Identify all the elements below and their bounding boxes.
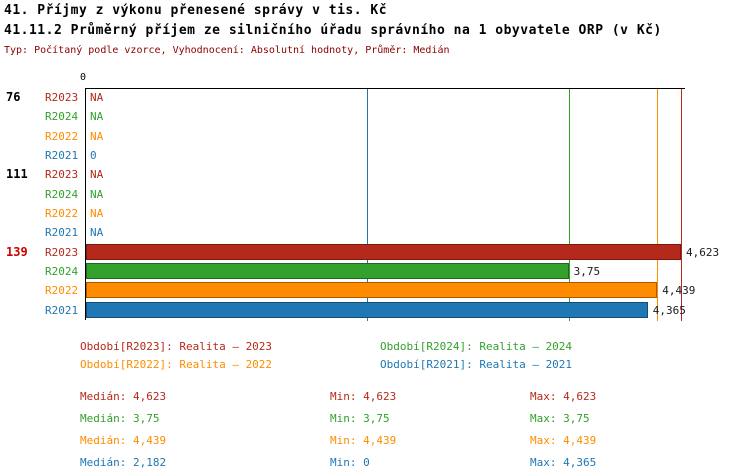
- stat-median-r2023: Medián: 4,623: [80, 390, 167, 403]
- series-label-r2023: R2023: [45, 91, 79, 104]
- chart-row-139-r2021: R2021 4,365: [0, 301, 750, 320]
- missing-value-label: NA: [90, 91, 104, 104]
- stat-max-r2021: Max: 4,365: [530, 456, 597, 469]
- stat-max-r2022: Max: 4,439: [530, 434, 597, 447]
- group-label-139: 139: [6, 244, 28, 259]
- median-line-r2021: [366, 89, 368, 321]
- stat-max-r2023: Max: 4,623: [530, 390, 597, 403]
- median-line-r2022: [657, 89, 659, 321]
- chart-meta-line: Typ: Počítaný podle vzorce, Vyhodnocení:…: [4, 45, 450, 56]
- bar-value-label: 3,75: [573, 265, 601, 278]
- bar-value-label: 4,623: [685, 245, 720, 259]
- chart-legend: Období[R2023]: Realita – 2023 Období[R202…: [0, 340, 750, 376]
- bar-r2024: [86, 263, 569, 279]
- bar-value-label: 4,365: [652, 303, 686, 317]
- stat-min-r2023: Min: 4,623: [330, 390, 397, 403]
- series-label-r2021: R2021: [45, 226, 79, 240]
- legend-item-r2022: Období[R2022]: Realita – 2022: [80, 358, 273, 371]
- plot-area: [85, 88, 685, 321]
- stat-median-r2022: Medián: 4,439: [80, 434, 167, 447]
- chart-row-111-r2024: R2024 NA: [0, 185, 750, 204]
- median-line-r2023: [680, 89, 682, 321]
- stat-min-r2022: Min: 4,439: [330, 434, 397, 447]
- chart-row-76-r2023: 76 R2023 NA: [0, 88, 750, 107]
- chart-row-111-r2023: 111 R2023 NA: [0, 165, 750, 184]
- chart-title: 41.11.2 Průměrný příjem ze silničního úř…: [4, 23, 662, 38]
- series-label-r2024: R2024: [45, 110, 79, 124]
- legend-item-r2023: Období[R2023]: Realita – 2023: [80, 340, 273, 353]
- group-label-76: 76: [6, 90, 21, 104]
- legend-item-r2021: Období[R2021]: Realita – 2021: [380, 358, 573, 371]
- chart-row-76-r2024: R2024 NA: [0, 107, 750, 126]
- missing-value-label: NA: [90, 129, 104, 143]
- chart-row-111-r2022: R2022 NA: [0, 204, 750, 223]
- missing-value-label: NA: [90, 187, 104, 201]
- missing-value-label: NA: [90, 207, 104, 220]
- stat-max-r2024: Max: 3,75: [530, 412, 590, 425]
- chart-row-76-r2022: R2022 NA: [0, 127, 750, 146]
- chart-row-111-r2021: R2021 NA: [0, 223, 750, 242]
- stat-median-r2024: Medián: 3,75: [80, 412, 160, 425]
- stat-min-r2021: Min: 0: [330, 456, 370, 469]
- chart-stats: Medián: 4,623 Min: 4,623 Max: 4,623 Medián:…: [0, 390, 750, 476]
- series-label-r2021: R2021: [45, 303, 79, 317]
- series-label-r2024: R2024: [45, 187, 79, 201]
- chart-row-139-r2024: R2024 3,75: [0, 262, 750, 281]
- stat-median-r2021: Medián: 2,182: [80, 456, 167, 469]
- bar-r2023: [86, 243, 681, 260]
- missing-value-label: NA: [90, 226, 104, 240]
- bar-r2022: [86, 282, 658, 299]
- legend-item-r2024: Období[R2024]: Realita – 2024: [380, 340, 573, 353]
- missing-value-label: NA: [90, 168, 104, 182]
- bar-r2021: [86, 301, 648, 318]
- chart-row-76-r2021: R2021 0: [0, 146, 750, 165]
- series-label-r2021: R2021: [45, 149, 79, 162]
- chart-row-139-r2023: 139 R2023 4,623: [0, 243, 750, 262]
- missing-value-label: NA: [90, 110, 104, 124]
- group-label-111: 111: [6, 167, 28, 182]
- bar-value-label: 4,439: [662, 284, 696, 298]
- series-label-r2023: R2023: [45, 168, 79, 182]
- x-axis-zero-label: 0: [80, 72, 87, 83]
- chart-row-139-r2022: R2022 4,439: [0, 281, 750, 300]
- stat-min-r2024: Min: 3,75: [330, 412, 390, 425]
- series-label-r2023: R2023: [45, 245, 79, 259]
- series-label-r2022: R2022: [45, 284, 79, 298]
- series-label-r2022: R2022: [45, 207, 79, 220]
- median-line-r2024: [568, 89, 570, 321]
- series-label-r2024: R2024: [45, 265, 79, 278]
- page-title: 41. Příjmy z výkonu přenesené správy v t…: [4, 3, 388, 18]
- missing-value-label: 0: [90, 149, 97, 162]
- series-label-r2022: R2022: [45, 129, 79, 143]
